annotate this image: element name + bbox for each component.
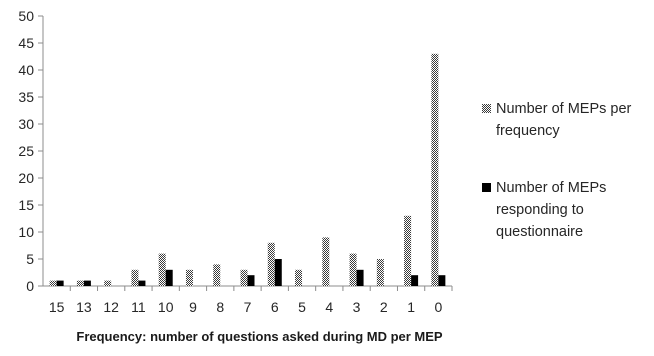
x-tick-label: 4 bbox=[325, 299, 333, 315]
y-tick-label: 25 bbox=[18, 143, 34, 159]
bar-meps-per-frequency-15 bbox=[49, 280, 57, 286]
y-tick-label: 35 bbox=[18, 89, 34, 105]
y-tick-label: 30 bbox=[18, 116, 34, 132]
bars bbox=[49, 53, 446, 286]
x-tick-label: 11 bbox=[131, 299, 146, 315]
x-axis: 15 13 12 11 10 9 8 7 6 5 4 3 2 1 0 bbox=[43, 285, 453, 315]
bar-meps-responding-7 bbox=[247, 275, 255, 286]
x-tick-label: 3 bbox=[353, 299, 361, 315]
x-tick-label: 5 bbox=[298, 299, 306, 315]
x-tick-label: 10 bbox=[158, 299, 174, 315]
x-tick-label: 15 bbox=[49, 299, 65, 315]
x-tick-label: 2 bbox=[380, 299, 388, 315]
bar-meps-responding-0 bbox=[438, 275, 446, 286]
legend-swatch-1 bbox=[482, 104, 491, 113]
bar-meps-responding-10 bbox=[165, 269, 173, 286]
y-tick-label: 20 bbox=[18, 170, 34, 186]
legend-swatch-2 bbox=[482, 183, 491, 192]
legend-label-1-line-1: Number of MEPs per bbox=[496, 101, 632, 117]
bar-meps-per-frequency-7 bbox=[240, 269, 248, 286]
bar-meps-responding-3 bbox=[356, 269, 364, 286]
bar-meps-responding-13 bbox=[83, 280, 91, 286]
bar-meps-per-frequency-9 bbox=[185, 269, 193, 286]
bar-meps-per-frequency-8 bbox=[213, 264, 221, 286]
x-tick-label: 8 bbox=[216, 299, 224, 315]
bar-meps-per-frequency-5 bbox=[295, 269, 303, 286]
y-tick-label: 45 bbox=[18, 35, 34, 51]
bar-meps-per-frequency-3 bbox=[349, 253, 357, 286]
bar-meps-per-frequency-1 bbox=[404, 215, 412, 286]
legend-label-2-line-1: Number of MEPs bbox=[496, 180, 606, 196]
legend: Number of MEPs per frequency Number of MEP… bbox=[482, 101, 632, 240]
x-tick-label: 0 bbox=[434, 299, 442, 315]
x-tick-label: 9 bbox=[189, 299, 197, 315]
x-tick-label: 13 bbox=[76, 299, 92, 315]
bar-meps-per-frequency-6 bbox=[267, 242, 275, 286]
legend-label-1-line-2: frequency bbox=[496, 123, 560, 139]
x-tick-label: 1 bbox=[407, 299, 415, 315]
bar-meps-per-frequency-13 bbox=[76, 280, 84, 286]
y-tick-label: 15 bbox=[18, 197, 34, 213]
x-tick-label: 7 bbox=[244, 299, 252, 315]
bar-meps-responding-11 bbox=[138, 280, 146, 286]
bar-meps-per-frequency-12 bbox=[104, 280, 112, 286]
x-tick-label: 12 bbox=[103, 299, 119, 315]
bar-meps-responding-6 bbox=[274, 259, 282, 286]
y-axis: 0 5 10 15 20 25 30 35 40 45 50 bbox=[18, 8, 44, 294]
bar-meps-per-frequency-4 bbox=[322, 237, 330, 286]
bar-meps-responding-15 bbox=[56, 280, 64, 286]
y-tick-label: 50 bbox=[18, 8, 34, 24]
bar-meps-per-frequency-0 bbox=[431, 53, 439, 286]
x-tick-label: 6 bbox=[271, 299, 279, 315]
x-axis-title: Frequency: number of questions asked dur… bbox=[76, 329, 443, 344]
bar-meps-per-frequency-2 bbox=[376, 259, 384, 286]
y-tick-label: 10 bbox=[18, 224, 34, 240]
y-tick-label: 40 bbox=[18, 62, 34, 78]
legend-label-2-line-3: questionnaire bbox=[496, 224, 583, 240]
y-tick-label: 5 bbox=[26, 251, 34, 267]
y-tick-label: 0 bbox=[26, 278, 34, 294]
bar-meps-per-frequency-10 bbox=[158, 253, 166, 286]
legend-label-2-line-2: responding to bbox=[496, 202, 584, 218]
bar-meps-per-frequency-11 bbox=[131, 269, 139, 286]
bar-meps-responding-1 bbox=[411, 275, 419, 286]
